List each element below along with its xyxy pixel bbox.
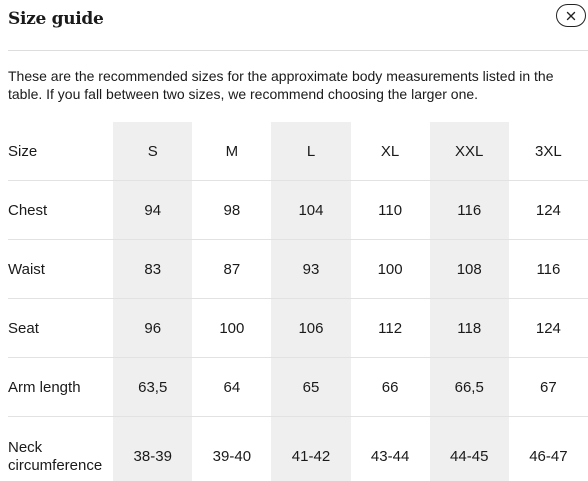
table-cell: 124 <box>508 180 588 240</box>
table-cell: 66 <box>350 357 430 417</box>
row-label: Neck circumference <box>8 439 103 474</box>
table-cell: 65 <box>271 357 351 417</box>
table-cell: 100 <box>350 239 430 299</box>
table-cell: 43-44 <box>370 447 410 465</box>
size-column-header: 3XL <box>508 122 588 181</box>
table-cell: 87 <box>192 239 272 299</box>
table-cell: 39-40 <box>212 447 252 465</box>
table-cell: 116 <box>429 180 509 240</box>
row-label: Arm length <box>8 357 114 417</box>
size-table: Size S M L XL XXL 3XL Chest 94 98 104 11… <box>8 122 588 481</box>
table-row: Neck circumference 38-39 39-40 41-42 43-… <box>8 416 588 481</box>
table-cell: 104 <box>271 180 351 240</box>
row-label: Waist <box>8 239 114 299</box>
size-column-header: M <box>192 122 272 181</box>
table-cell: 67 <box>508 357 588 417</box>
table-cell: 66,5 <box>429 357 509 417</box>
table-row: Arm length 63,5 64 65 66 66,5 67 <box>8 357 588 417</box>
row-label-cell: Neck circumference <box>8 417 113 481</box>
size-column-header: XXL <box>429 122 509 181</box>
table-cell: 110 <box>350 180 430 240</box>
table-cell: 41-42 <box>271 416 351 481</box>
table-row: Chest 94 98 104 110 116 124 <box>8 180 588 240</box>
table-cell: 98 <box>192 180 272 240</box>
table-cell: 93 <box>271 239 351 299</box>
size-column-header: XL <box>350 122 430 181</box>
table-header-row: Size S M L XL XXL 3XL <box>8 122 588 181</box>
table-cell: 38-39 <box>113 416 193 481</box>
table-cell: 64 <box>192 357 272 417</box>
row-label: Seat <box>8 298 114 358</box>
table-row: Seat 96 100 106 112 118 124 <box>8 298 588 358</box>
table-cell: 118 <box>429 298 509 358</box>
table-row: Waist 83 87 93 100 108 116 <box>8 239 588 299</box>
table-cell: 46-47 <box>529 447 568 465</box>
intro-text: These are the recommended sizes for the … <box>8 68 554 102</box>
table-cell: 96 <box>113 298 193 358</box>
table-cell: 116 <box>508 239 588 299</box>
size-column-header: S <box>113 122 193 181</box>
table-cell: 124 <box>508 298 588 358</box>
size-header-label: Size <box>8 122 114 181</box>
table-cell: 44-45 <box>429 416 509 481</box>
header-divider <box>8 50 588 51</box>
close-icon <box>566 11 576 21</box>
size-column-header: L <box>271 122 351 181</box>
close-button[interactable] <box>556 4 586 27</box>
table-cell: 83 <box>113 239 193 299</box>
dialog-title: Size guide <box>8 9 104 29</box>
row-label: Chest <box>8 180 114 240</box>
table-cell: 100 <box>192 298 272 358</box>
table-cell: 112 <box>350 298 430 358</box>
table-cell: 108 <box>429 239 509 299</box>
table-cell: 106 <box>271 298 351 358</box>
table-cell: 94 <box>113 180 193 240</box>
table-cell: 63,5 <box>113 357 193 417</box>
